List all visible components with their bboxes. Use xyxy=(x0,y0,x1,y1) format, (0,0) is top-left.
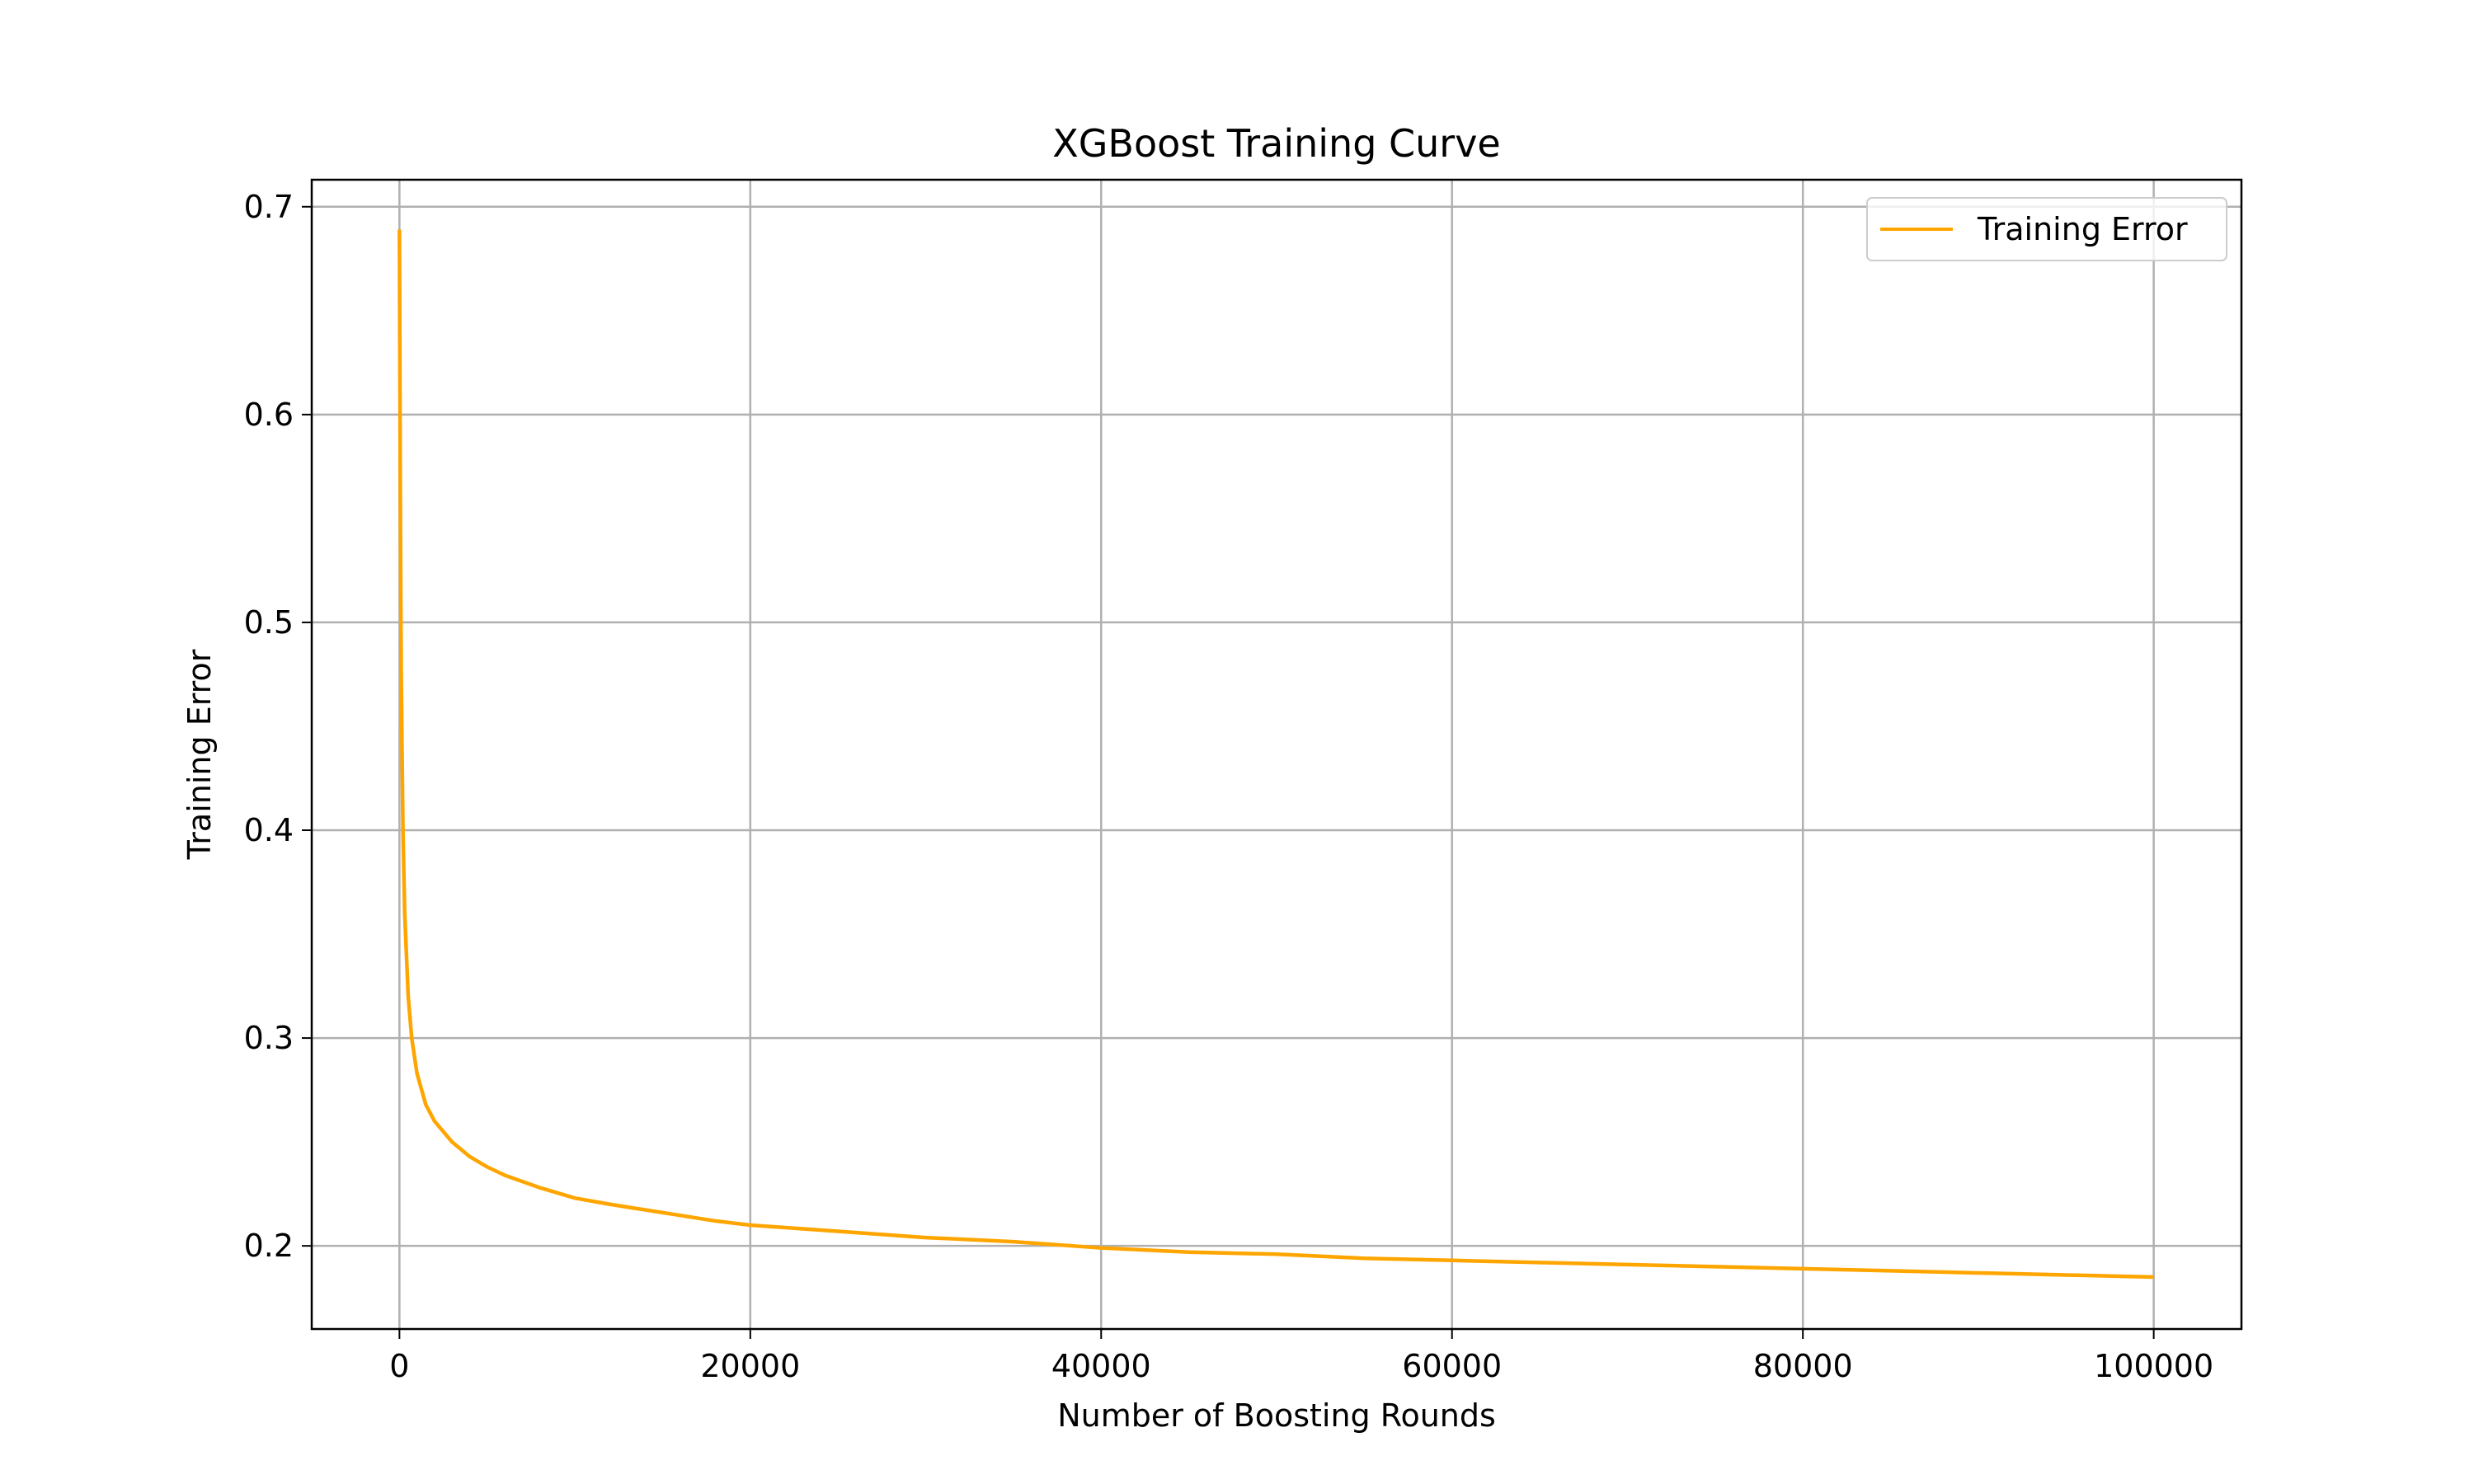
y-tick-label: 0.6 xyxy=(244,397,294,433)
y-tick-label: 0.7 xyxy=(244,189,294,225)
grid-lines xyxy=(312,180,2241,1329)
legend: Training Error xyxy=(1866,197,2227,261)
chart-title: XGBoost Training Curve xyxy=(1052,121,1500,166)
x-axis-ticks: 0 20000 40000 60000 80000 100000 xyxy=(389,1329,2213,1384)
y-tick-label: 0.5 xyxy=(244,604,294,641)
y-tick-label: 0.3 xyxy=(244,1020,294,1056)
x-tick-label: 40000 xyxy=(1051,1348,1151,1384)
x-tick-label: 60000 xyxy=(1402,1348,1502,1384)
x-tick-label: 0 xyxy=(389,1348,409,1384)
y-axis-title: Training Error xyxy=(181,649,218,860)
y-tick-label: 0.2 xyxy=(244,1228,294,1264)
plot-frame xyxy=(310,178,2243,1331)
x-tick-label: 20000 xyxy=(700,1348,800,1384)
series-layer xyxy=(397,229,2154,1280)
series-line-training-error xyxy=(397,229,2154,1280)
x-tick-label: 100000 xyxy=(2094,1348,2213,1384)
legend-box xyxy=(1866,197,2227,261)
x-tick-label: 80000 xyxy=(1753,1348,1853,1384)
y-tick-label: 0.4 xyxy=(244,812,294,848)
legend-label-training-error: Training Error xyxy=(1977,211,2188,247)
x-axis-title: Number of Boosting Rounds xyxy=(1057,1397,1496,1434)
y-axis-ticks: 0.2 0.3 0.4 0.5 0.6 0.7 xyxy=(244,189,312,1264)
